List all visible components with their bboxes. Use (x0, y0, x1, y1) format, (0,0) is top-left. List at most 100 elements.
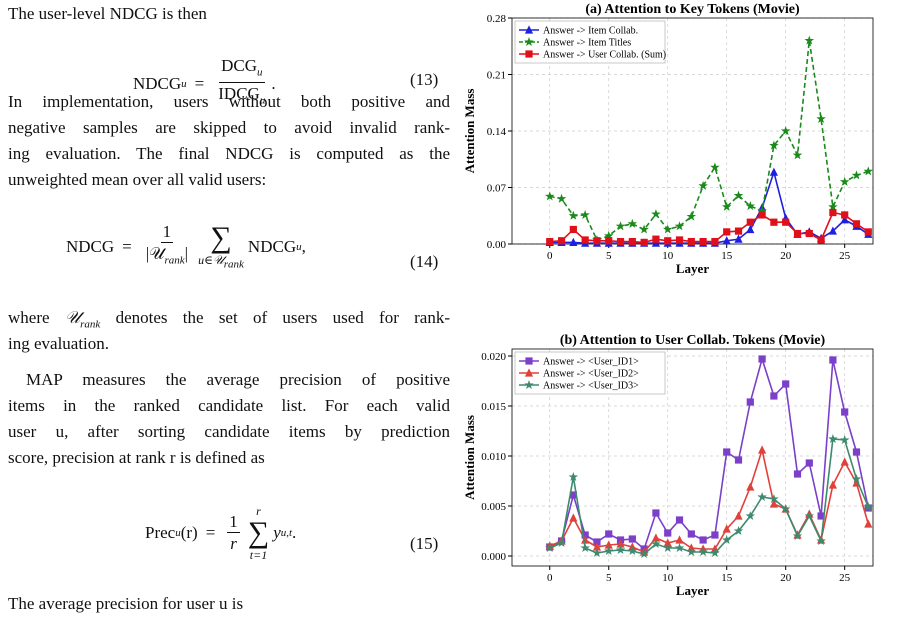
y-tick-label: 0.010 (481, 451, 506, 463)
marker (769, 494, 779, 504)
marker (699, 536, 707, 544)
marker (758, 355, 766, 363)
marker (580, 543, 590, 553)
marker (782, 218, 790, 226)
marker (840, 457, 849, 466)
sum-index: t=1 (249, 548, 268, 562)
marker (721, 201, 732, 211)
eq-sub: u,t (280, 527, 293, 539)
text-line: score, precision at rank r is defined as (8, 448, 265, 467)
marker (545, 543, 555, 553)
eq-number: (14) (410, 252, 439, 271)
marker (675, 516, 684, 524)
marker (769, 140, 779, 150)
marker (674, 221, 685, 231)
x-tick-label: 25 (839, 572, 851, 584)
eq-term: |𝒰 (145, 244, 165, 263)
y-tick-label: 0.015 (481, 401, 506, 413)
series-line (549, 169, 869, 244)
legend-marker (525, 50, 533, 58)
series-line (549, 438, 870, 555)
text: where (8, 308, 50, 327)
marker (758, 445, 767, 454)
text-line: user u, after sorting candidate items by… (8, 422, 450, 441)
eq-number: (15) (410, 534, 439, 553)
marker (804, 35, 815, 45)
marker (852, 448, 861, 456)
x-axis-label: Layer (676, 261, 709, 276)
paragraph: The average precision for user u is (8, 594, 244, 613)
marker (828, 201, 838, 211)
legend-box (514, 20, 666, 64)
marker (662, 224, 673, 234)
marker (556, 538, 567, 548)
marker (593, 237, 601, 245)
eq-punct: . (292, 523, 297, 542)
y-axis-label: Attention Mass (462, 415, 477, 500)
marker (569, 513, 578, 522)
marker (605, 530, 613, 538)
marker (664, 237, 672, 245)
x-tick-label: 10 (662, 572, 674, 584)
marker (651, 533, 661, 542)
marker (686, 211, 697, 221)
marker (652, 509, 660, 517)
marker (640, 238, 648, 246)
marker (782, 380, 790, 388)
marker (722, 236, 731, 245)
marker (580, 209, 590, 219)
text-line: In implementation, users without both po… (8, 92, 450, 111)
marker (852, 220, 861, 228)
y-tick-label: 0.020 (481, 351, 506, 363)
eq-punct: , (301, 236, 306, 256)
marker (734, 511, 743, 520)
marker (581, 531, 589, 539)
eq-term: NDCG (133, 73, 182, 93)
x-tick-label: 0 (547, 250, 553, 262)
marker (722, 524, 731, 533)
marker (841, 408, 849, 416)
marker (698, 547, 708, 557)
series-line (549, 211, 869, 244)
marker (687, 530, 695, 538)
marker (805, 229, 813, 238)
series-line (549, 356, 870, 551)
text-line: ing evaluation. (8, 334, 110, 353)
x-tick-label: 20 (780, 250, 792, 262)
text: denotes the set of users used for rank- (115, 308, 451, 327)
text-line: MAP measures the average precision of po… (26, 370, 450, 389)
marker (757, 205, 767, 215)
marker (627, 546, 638, 556)
eq-term: r (230, 533, 237, 553)
marker (663, 538, 672, 547)
marker (603, 230, 614, 240)
marker (793, 470, 802, 478)
eq-term: 1 (227, 511, 240, 533)
eq-punct: . (271, 73, 276, 93)
series-line (549, 40, 869, 241)
marker (568, 472, 579, 482)
text-line: items in the ranked candidate list. For … (8, 396, 450, 415)
plot-frame (511, 348, 874, 567)
paragraph: The user-level NDCG is then (8, 4, 207, 23)
x-tick-label: 20 (780, 572, 792, 584)
marker (699, 237, 707, 246)
marker (816, 113, 826, 123)
eq-term: Prec (145, 523, 176, 542)
marker (545, 191, 555, 201)
marker (746, 482, 755, 491)
marker (839, 435, 850, 445)
marker (734, 456, 743, 464)
marker (757, 492, 767, 502)
eq-term: | (184, 244, 189, 263)
marker (770, 218, 778, 226)
marker (817, 236, 825, 244)
legend-box (514, 351, 666, 395)
marker (628, 535, 636, 543)
chart-title: (a) Attention to Key Tokens (Movie) (585, 2, 800, 17)
eq-term: y (273, 523, 281, 542)
marker (604, 540, 613, 549)
marker (804, 511, 815, 521)
marker (851, 170, 862, 180)
